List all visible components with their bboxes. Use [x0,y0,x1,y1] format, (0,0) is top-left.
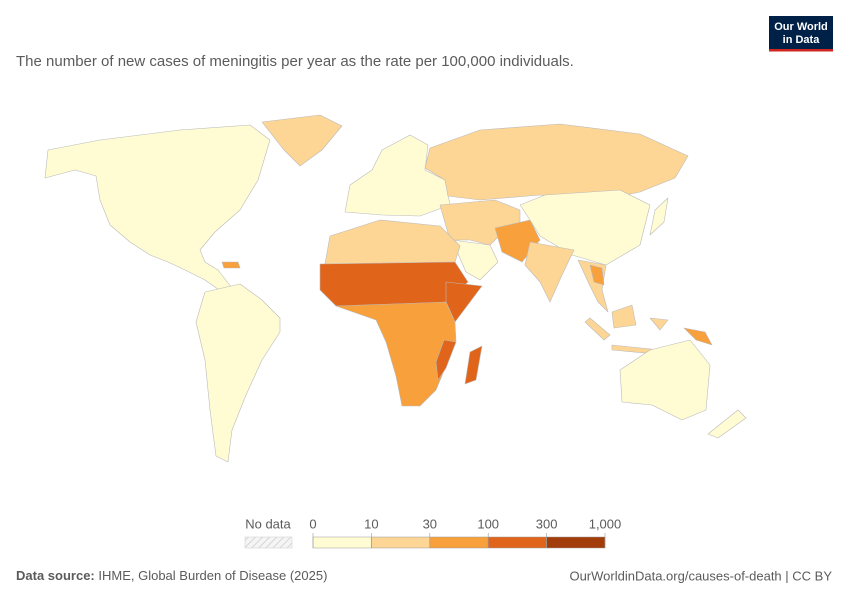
subtitle: The number of new cases of meningitis pe… [16,53,574,70]
central-southern-africa [335,301,457,407]
horn-of-africa [445,281,483,323]
source-text: IHME, Global Burden of Disease (2025) [98,568,327,583]
legend-tick-label: 100 [477,516,499,531]
europe [344,134,451,217]
legend-tick-label: 10 [364,516,378,531]
legend-bin [546,536,606,549]
world-map [44,114,747,463]
china [519,189,651,266]
russia [424,123,689,201]
indonesia [584,304,669,355]
no-data-label: No data [245,516,291,531]
logo: Our World in Data [769,16,833,52]
laos-cambodia [589,264,605,286]
logo-line: Our World [774,21,828,33]
legend-tick-label: 30 [423,516,437,531]
source: Data source: IHME, Global Burden of Dise… [16,568,327,583]
legend-bin [487,536,547,549]
australia [619,339,711,421]
legend-bin [429,536,489,549]
south-america [195,283,281,463]
caribbean [221,261,241,269]
legend-bin [312,536,372,549]
new-zealand [707,409,747,439]
source-label: Data source: [16,568,95,583]
legend-tick-label: 0 [309,516,316,531]
logo-bar [769,49,833,52]
india [524,241,575,303]
no-data-swatch [244,536,293,549]
legend: No data 0 10 30 100 300 1,000 [244,516,622,549]
logo-line: in Data [783,34,821,46]
legend-tick-label: 1,000 [589,516,622,531]
japan [649,197,669,236]
mozambique [435,339,457,381]
source-link[interactable]: OurWorldinData.org/causes-of-death | CC … [569,568,832,583]
arabia [451,239,499,281]
greenland [261,114,343,167]
logo-box [769,16,833,50]
legend-bin [371,536,431,549]
legend-tick-label: 300 [536,516,558,531]
madagascar [464,345,483,385]
papua-new-guinea [683,327,713,346]
